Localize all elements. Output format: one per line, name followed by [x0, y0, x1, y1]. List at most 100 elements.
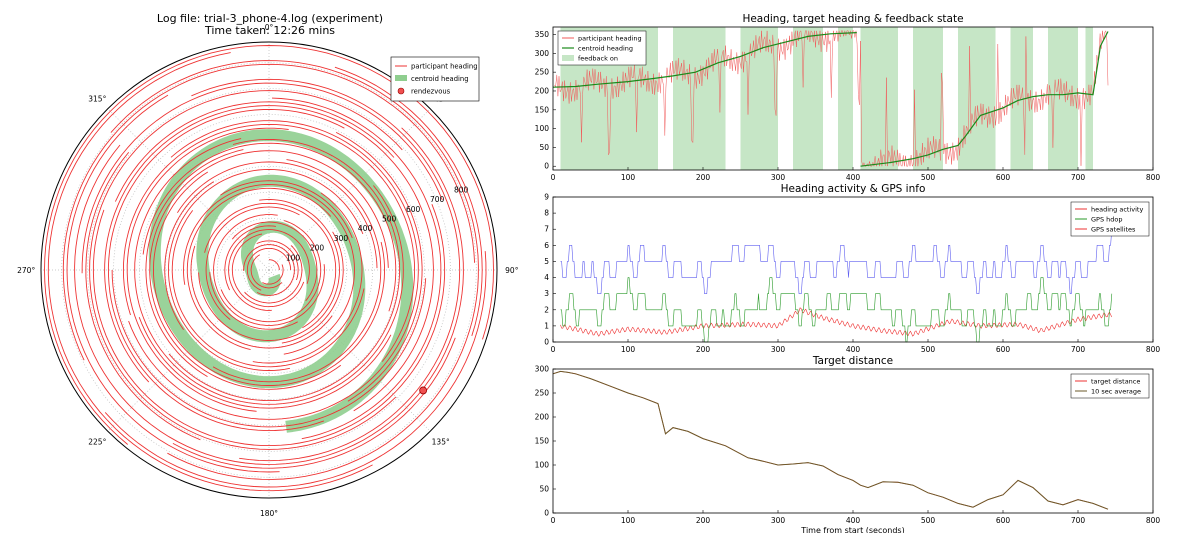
distance-x-tick-label: 800 [1146, 516, 1161, 525]
polar-angle-tick-label: 90° [505, 266, 519, 275]
gps-legend-label: GPS hdop [1091, 216, 1123, 224]
participant-heading-arc [107, 108, 345, 432]
legend-label-rendezvous: rendezvous [411, 88, 451, 96]
feedback-on-band [793, 27, 823, 170]
polar-grid-ring [113, 114, 425, 426]
gps-legend-label: GPS satellites [1091, 226, 1136, 234]
polar-angle-tick-label: 180° [260, 509, 278, 518]
heading-x-tick-label: 500 [921, 173, 936, 182]
polar-angle-tick-label: 270° [17, 266, 35, 275]
distance-x-tick-label: 400 [846, 516, 861, 525]
heading-x-tick-label: 300 [771, 173, 786, 182]
participant-heading-arc [153, 171, 385, 386]
distance-plot-area [553, 369, 1153, 513]
distance-y-tick-label: 250 [535, 389, 550, 398]
participant-heading-arc [85, 152, 201, 441]
heading-y-tick-label: 250 [535, 68, 550, 77]
gps-x-tick-label: 200 [696, 345, 711, 354]
participant-heading-arc [183, 184, 355, 355]
participant-heading-arc [134, 138, 404, 405]
heading-x-tick-label: 800 [1146, 173, 1161, 182]
heading-title: Heading, target heading & feedback state [742, 13, 963, 25]
participant-heading-arc [262, 264, 284, 285]
participant-heading-arc [47, 52, 373, 492]
feedback-on-band [838, 27, 853, 170]
feedback-on-band [1048, 27, 1078, 170]
participant-heading-arc [209, 272, 298, 330]
feedback-on-band [913, 27, 943, 170]
heading-x-tick-label: 400 [846, 173, 861, 182]
participant-heading-arc [111, 269, 427, 428]
participant-heading-arc [228, 229, 310, 311]
participant-heading-arc [44, 45, 494, 445]
heading-x-tick-label: 200 [696, 173, 711, 182]
gps-y-tick-label: 1 [544, 321, 549, 330]
participant-heading-arc [191, 78, 461, 462]
participant-heading-arc [128, 120, 419, 420]
feedback-on-band [740, 27, 778, 170]
participant-heading-arc [335, 132, 423, 402]
participant-heading-arc [122, 123, 416, 362]
participant-heading-arc [246, 247, 292, 291]
distance-x-tick-label: 200 [696, 516, 711, 525]
polar-radial-tick-label: 800 [454, 185, 469, 194]
participant-heading-arc [220, 180, 353, 239]
polar-grid-ring [87, 88, 451, 452]
gps-series-heading-activity [560, 307, 1113, 337]
legend-label-centroid-heading: centroid heading [411, 75, 469, 83]
gps-x-tick-label: 400 [846, 345, 861, 354]
legend-swatch-centroid-heading [395, 75, 407, 81]
heading-panel: 0 100 200 300 400 500 600 700 800 0 50 100 150 200 250… [535, 13, 1161, 182]
distance-series-group [552, 370, 1109, 510]
participant-heading-arc [177, 161, 378, 269]
polar-boundary [40, 41, 498, 499]
participant-heading-arc [231, 221, 318, 302]
participant-heading-arc [250, 254, 283, 289]
participant-heading-arc [62, 63, 476, 361]
time-taken-title: Time taken: 12:26 mins [204, 24, 336, 37]
gps-legend-label: heading activity [1091, 206, 1143, 214]
heading-x-tick-label: 700 [1071, 173, 1086, 182]
gps-title: Heading activity & GPS info [781, 183, 926, 195]
gps-y-tick-label: 7 [544, 225, 549, 234]
polar-angle-tick-label: 135° [432, 438, 450, 447]
gps-x-tick-label: 100 [621, 345, 636, 354]
polar-radial-tick-label: 700 [430, 195, 445, 204]
centroid-heading-line [552, 32, 857, 88]
gps-x-tick-label: 800 [1146, 345, 1161, 354]
distance-y-tick-label: 100 [535, 461, 550, 470]
participant-heading-arc [142, 142, 397, 312]
heading-x-tick-label: 100 [621, 173, 636, 182]
heading-x-tick-label: 600 [996, 173, 1011, 182]
heading-x-tick-label: 0 [551, 173, 556, 182]
participant-heading-arc [104, 251, 487, 488]
gps-y-tick-label: 8 [544, 209, 549, 218]
log-file-title: Log file: trial-3_phone-4.log (experimen… [156, 12, 384, 25]
heading-legend-label: feedback on [578, 55, 618, 63]
participant-heading-arc [204, 202, 337, 329]
participant-heading-arc [256, 240, 299, 281]
participant-heading-arc [92, 204, 446, 447]
participant-heading-arc [271, 97, 442, 440]
participant-heading-arc [168, 138, 401, 402]
participant-heading-arc [66, 94, 280, 473]
polar-radial-tick-label: 200 [310, 244, 325, 253]
distance-y-tick-label: 300 [535, 365, 550, 374]
distance-x-tick-label: 300 [771, 516, 786, 525]
gps-x-tick-label: 600 [996, 345, 1011, 354]
legend-label-participant-heading: participant heading [411, 63, 478, 71]
distance-legend [1070, 373, 1150, 399]
distance-y-tick-label: 50 [539, 485, 549, 494]
distance-x-tick-label: 500 [921, 516, 936, 525]
heading-y-tick-label: 300 [535, 49, 550, 58]
legend-swatch-rendezvous [397, 87, 405, 95]
distance-x-axis-label: Time from start (seconds) [800, 526, 904, 533]
rendezvous-marker [419, 386, 428, 395]
participant-heading-arc [81, 82, 443, 274]
gps-y-tick-label: 9 [544, 193, 549, 202]
polar-grid-spoke [268, 269, 431, 432]
gps-y-tick-label: 4 [544, 273, 549, 282]
participant-heading-arc [172, 337, 456, 469]
distance-y-tick-label: 150 [535, 437, 550, 446]
